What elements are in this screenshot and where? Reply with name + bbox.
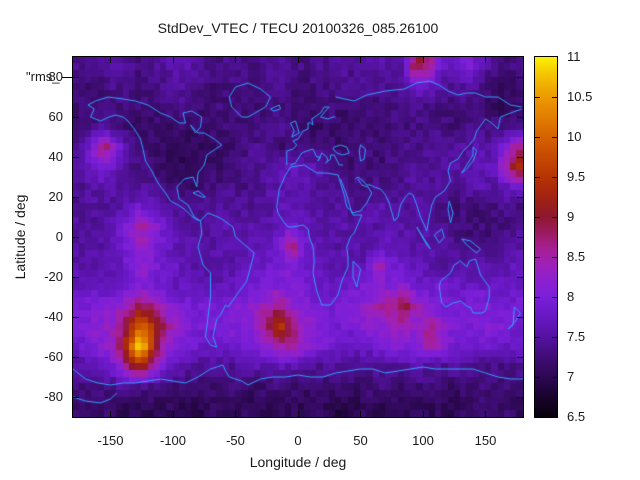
x-tick-label: -150 <box>97 433 124 448</box>
x-tick-label: 100 <box>412 433 434 448</box>
x-tick-label: -50 <box>226 433 245 448</box>
x-tick-mark <box>485 411 486 417</box>
x-tick-mark <box>485 57 486 63</box>
x-tick-mark <box>110 57 111 63</box>
x-tick-label: 150 <box>474 433 497 448</box>
y-tick-mark <box>517 276 523 278</box>
x-tick-mark <box>172 411 174 417</box>
colorbar <box>534 56 558 418</box>
colorbar-gradient <box>535 57 557 417</box>
key-label: "rms_ <box>26 69 60 84</box>
y-tick-mark <box>73 276 79 278</box>
x-tick-label: -100 <box>159 433 187 448</box>
y-tick-mark <box>517 236 523 238</box>
y-tick-mark <box>517 356 523 358</box>
x-tick-mark <box>297 411 299 417</box>
y-tick-label: 80 <box>48 69 63 84</box>
colorbar-tick-label: 7.5 <box>567 329 586 344</box>
y-tick-label: -60 <box>44 349 63 364</box>
x-tick-mark <box>297 57 299 63</box>
y-tick-mark <box>73 116 79 118</box>
colorbar-tick-label: 7 <box>567 369 575 384</box>
x-tick-label: 0 <box>294 433 302 448</box>
colorbar-tick-mark <box>552 296 557 298</box>
colorbar-tick-mark <box>535 216 540 218</box>
x-axis-label: Longitude / deg <box>249 454 347 470</box>
x-tick-mark <box>360 411 361 417</box>
colorbar-tick-label: 10.5 <box>567 89 593 104</box>
x-tick-mark <box>422 57 424 63</box>
y-tick-label: 0 <box>55 229 63 244</box>
y-tick-label: 60 <box>48 109 63 124</box>
y-tick-mark <box>73 156 79 158</box>
y-tick-mark <box>517 76 523 78</box>
y-tick-mark <box>73 196 79 198</box>
y-tick-label: -80 <box>44 389 63 404</box>
colorbar-tick-label: 9.5 <box>567 169 586 184</box>
colorbar-tick-mark <box>552 136 557 138</box>
colorbar-tick-mark <box>535 136 540 138</box>
heatmap-canvas <box>73 57 523 417</box>
x-tick-mark <box>360 57 361 63</box>
y-tick-label: 40 <box>48 149 63 164</box>
y-tick-mark <box>73 356 79 358</box>
colorbar-tick-mark <box>535 176 540 178</box>
colorbar-tick-mark <box>552 376 557 378</box>
colorbar-tick-mark <box>552 336 557 338</box>
y-tick-label: -40 <box>44 309 63 324</box>
colorbar-tick-mark <box>552 216 557 218</box>
y-tick-mark <box>517 116 523 118</box>
y-tick-mark <box>73 76 79 78</box>
x-tick-mark <box>422 411 424 417</box>
colorbar-tick-mark <box>535 336 540 338</box>
x-tick-label: 50 <box>353 433 368 448</box>
colorbar-tick-label: 10 <box>567 129 582 144</box>
y-tick-mark <box>517 196 523 198</box>
y-tick-mark <box>73 236 79 238</box>
y-tick-mark <box>517 156 523 158</box>
colorbar-tick-mark <box>535 376 540 378</box>
y-tick-mark <box>73 316 79 318</box>
y-tick-mark <box>517 396 523 398</box>
x-tick-mark <box>110 411 111 417</box>
colorbar-tick-mark <box>535 96 540 98</box>
colorbar-tick-mark <box>552 176 557 178</box>
x-tick-mark <box>235 411 236 417</box>
y-tick-label: 20 <box>48 189 63 204</box>
key-sample-line <box>62 77 73 78</box>
y-tick-label: -20 <box>44 269 63 284</box>
plot-area <box>72 56 524 418</box>
colorbar-tick-label: 8 <box>567 289 575 304</box>
colorbar-tick-label: 6.5 <box>567 409 586 424</box>
x-tick-mark <box>172 57 174 63</box>
chart-title: StdDev_VTEC / TECU 20100326_085.26100 <box>157 20 439 36</box>
x-tick-mark <box>235 57 236 63</box>
colorbar-tick-mark <box>552 96 557 98</box>
colorbar-tick-mark <box>535 256 540 258</box>
y-tick-mark <box>517 316 523 318</box>
colorbar-tick-label: 11 <box>567 49 581 64</box>
colorbar-tick-label: 8.5 <box>567 249 586 264</box>
colorbar-tick-mark <box>552 256 557 258</box>
y-tick-mark <box>73 396 79 398</box>
colorbar-tick-mark <box>535 296 540 298</box>
colorbar-tick-label: 9 <box>567 209 575 224</box>
